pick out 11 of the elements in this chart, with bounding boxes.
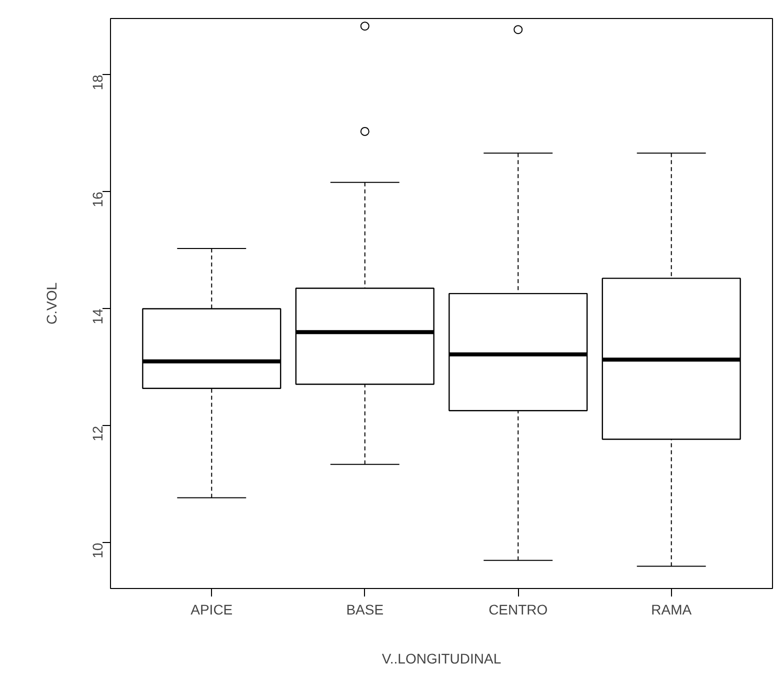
x-tick-label: CENTRO — [488, 602, 548, 618]
y-tick-label: 12 — [90, 426, 106, 442]
y-tick-label: 14 — [90, 308, 106, 324]
y-axis-title: C.VOL — [44, 282, 60, 325]
y-tick-label: 10 — [90, 542, 106, 558]
x-tick-label: BASE — [346, 602, 384, 618]
x-tick-label: RAMA — [651, 602, 692, 618]
y-tick-label: 16 — [90, 192, 106, 208]
x-axis-title: V..LONGITUDINAL — [382, 650, 502, 666]
x-tick-label: APICE — [190, 602, 233, 618]
y-tick-label: 18 — [90, 74, 106, 90]
